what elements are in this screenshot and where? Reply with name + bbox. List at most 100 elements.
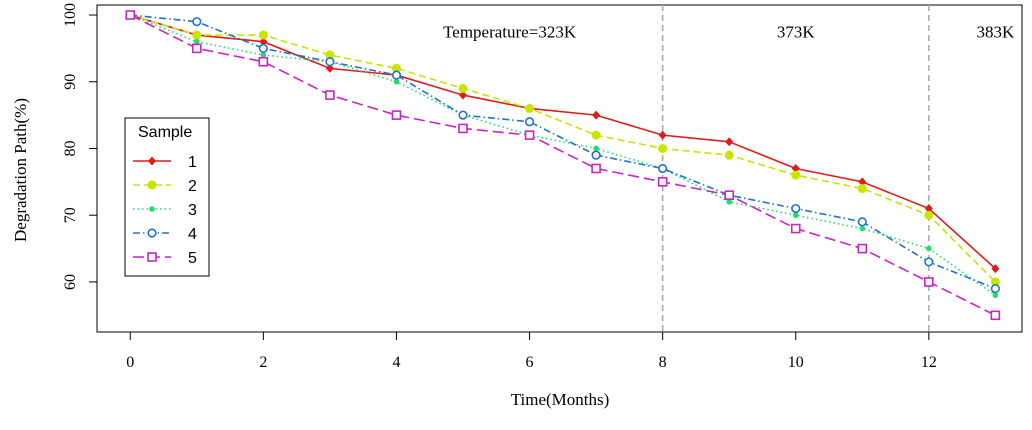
series-2-point-8 [658, 143, 668, 153]
series-1-point-9 [725, 137, 734, 147]
series-4-point-13 [990, 284, 1000, 294]
series-5-point-4 [391, 110, 402, 120]
series-1 [126, 10, 1000, 274]
series-2-point-12 [924, 210, 934, 220]
annotation-1: 373K [777, 23, 816, 42]
series-2-point-13 [990, 277, 1000, 287]
series-1-point-10 [791, 164, 800, 173]
series-4-point-11 [857, 217, 867, 227]
x-tick-label-6: 12 [921, 354, 937, 371]
series-3 [127, 12, 999, 299]
series-3-point-9 [726, 199, 732, 205]
series-5-point-6 [524, 130, 535, 140]
series-4-point-6 [524, 117, 535, 127]
series-5-point-0 [125, 10, 136, 20]
series-5-point-7 [591, 163, 601, 174]
legend-label-1: 1 [188, 154, 197, 171]
series-4-point-8 [658, 163, 668, 174]
series-4-point-5 [458, 110, 468, 120]
series-3-point-7 [593, 145, 599, 152]
plot-frame [96, 4, 1023, 333]
legend-box [124, 117, 210, 277]
series-2-point-10 [791, 170, 801, 180]
legend-marker-5 [147, 252, 157, 262]
series-1-point-3 [325, 63, 334, 73]
x-tick-label-3: 6 [526, 354, 534, 371]
series-4-point-3 [325, 57, 335, 67]
legend-label-5: 5 [188, 250, 197, 267]
y-axis: 60 70 80 90 100 [62, 3, 98, 290]
x-tick-label-0: 0 [126, 354, 134, 371]
series-4-point-10 [791, 203, 801, 214]
series-5-point-5 [458, 123, 468, 134]
x-tick-label-4: 8 [659, 354, 667, 371]
temperature-annotations: Temperature=323K 373K 383K [443, 23, 1015, 42]
series-3-point-1 [194, 38, 200, 45]
y-tick-label-2: 80 [62, 140, 79, 156]
legend-marker-4 [147, 228, 157, 238]
series-2-point-4 [391, 63, 401, 73]
series-2-point-2 [258, 30, 268, 40]
series-5-point-11 [857, 243, 868, 254]
series-3-point-2 [260, 52, 267, 58]
series-3-point-10 [792, 212, 799, 219]
series-line-3 [129, 14, 996, 296]
y-tick-label-1: 70 [62, 207, 79, 223]
legend-marker-3 [149, 206, 155, 212]
series-5 [125, 10, 1001, 321]
series-line-1 [130, 14, 996, 270]
series-5-point-9 [724, 190, 734, 200]
series-5-point-2 [258, 56, 269, 67]
annotation-0: Temperature=323K [443, 23, 577, 42]
series-1-point-8 [658, 130, 667, 140]
series-2-point-1 [192, 30, 202, 40]
series-5-point-10 [790, 223, 801, 234]
series-5-point-3 [325, 90, 335, 100]
series-3-point-13 [992, 292, 999, 299]
series-line-2 [130, 14, 996, 283]
series-1-point-11 [858, 177, 867, 187]
legend-marker-2 [147, 180, 157, 190]
series-4-point-1 [192, 17, 202, 27]
x-axis: 0 2 4 6 8 10 12 [126, 331, 937, 371]
series-1-point-7 [592, 110, 601, 120]
legend: Sample 1 2 3 4 5 [124, 117, 210, 277]
series-4-point-2 [258, 43, 268, 53]
series-2-point-11 [857, 184, 867, 194]
series-2 [125, 10, 1000, 287]
legend-label-3: 3 [188, 202, 197, 219]
series-3-point-11 [859, 225, 866, 232]
series-5-point-1 [192, 43, 202, 54]
series-4-point-4 [391, 70, 402, 80]
legend-title: Sample [138, 124, 192, 141]
x-axis-title: Time(Months) [511, 390, 610, 409]
series-2-point-5 [458, 83, 468, 93]
legend-label-2: 2 [188, 178, 197, 195]
series-1-point-5 [459, 90, 468, 100]
legend-label-4: 4 [188, 226, 197, 243]
series-line-5 [129, 14, 996, 317]
series-group [125, 10, 1001, 321]
y-tick-label-0: 60 [62, 274, 79, 290]
series-3-point-12 [926, 245, 932, 252]
series-1-point-12 [924, 204, 933, 214]
series-2-point-9 [724, 150, 734, 160]
x-tick-label-2: 4 [392, 354, 400, 371]
series-3-point-4 [393, 78, 400, 85]
series-4-point-12 [924, 257, 934, 267]
series-2-point-3 [325, 50, 335, 60]
series-5-point-12 [924, 277, 934, 287]
legend-marker-1 [148, 156, 156, 166]
x-tick-label-5: 10 [788, 354, 804, 371]
series-5-point-8 [657, 177, 668, 187]
series-2-point-7 [591, 130, 601, 140]
series-4-point-7 [591, 150, 601, 160]
y-tick-label-3: 90 [62, 74, 79, 90]
series-2-point-6 [525, 103, 535, 113]
y-axis-title: Degradation Path(%) [11, 98, 30, 242]
x-tick-label-1: 2 [259, 354, 267, 371]
y-tick-label-4: 100 [62, 3, 79, 27]
annotation-2: 383K [976, 23, 1015, 42]
series-5-point-13 [990, 310, 1001, 321]
